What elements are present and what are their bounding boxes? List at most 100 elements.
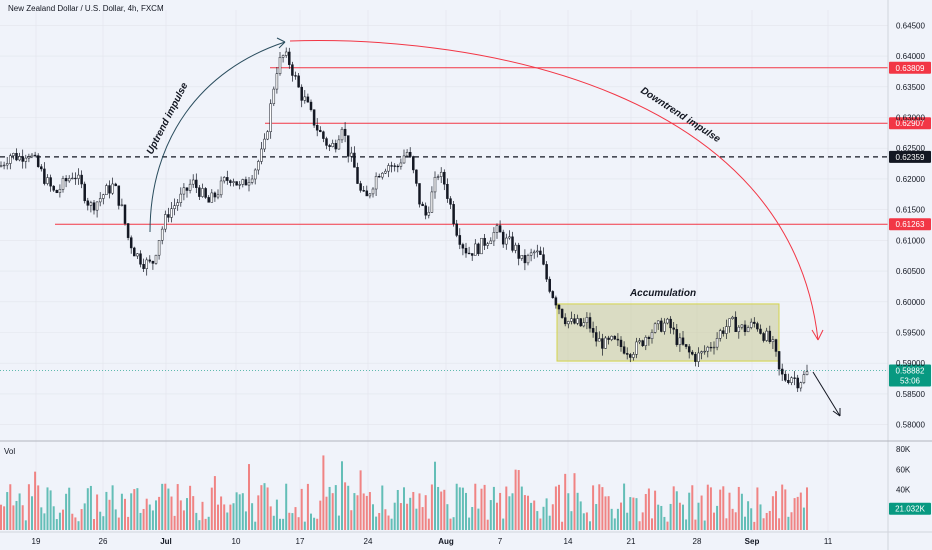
candle-body [297, 75, 300, 88]
candle-body [477, 243, 480, 255]
volume-bar [688, 492, 691, 530]
candle-body [771, 339, 775, 342]
volume-bar [616, 508, 619, 530]
volume-bar [781, 484, 784, 530]
volume-bar [328, 486, 331, 530]
volume-bar [204, 518, 207, 530]
candle-body [257, 161, 260, 171]
volume-bar [226, 512, 229, 530]
candle-body [43, 168, 46, 184]
candle-body [253, 169, 257, 180]
time-tick-label: Jul [160, 537, 172, 546]
candle-body [749, 321, 753, 328]
candle-body [204, 188, 207, 198]
price-tick-label: 0.63500 [896, 83, 925, 92]
candle-body [576, 318, 579, 324]
volume-bar [279, 518, 281, 530]
candle-body [207, 197, 210, 203]
candle-body [114, 183, 117, 187]
volume-bar [558, 484, 560, 530]
candle-body [0, 165, 3, 167]
volume-bar [669, 503, 672, 530]
candle-body [346, 135, 350, 157]
candle-body [384, 170, 387, 174]
candle-body [601, 338, 604, 349]
candle-body [139, 253, 142, 265]
uptrend-arrow[interactable] [149, 41, 286, 233]
volume-bar [37, 485, 40, 530]
trend-arrows[interactable] [149, 37, 841, 417]
volume-bar [601, 487, 604, 530]
volume-bar [440, 491, 443, 530]
candle-body [244, 179, 248, 186]
time-tick-label: 17 [296, 537, 305, 546]
volume-bar [139, 512, 142, 530]
candle-body [61, 178, 65, 190]
volume-bar [269, 506, 272, 530]
volume-bar [266, 487, 269, 530]
candle-body [160, 228, 164, 241]
volume-bar [232, 503, 235, 530]
volume-bar [697, 502, 700, 530]
candle-body [328, 145, 331, 147]
candle-body [656, 320, 660, 325]
candle-body [793, 377, 796, 379]
candle-body [619, 339, 623, 347]
volume-bar [520, 486, 523, 530]
volume-bar [164, 483, 167, 530]
volume-bar [641, 512, 644, 530]
candle-body [591, 328, 595, 333]
volume-bar [694, 519, 697, 530]
candle-body [24, 157, 28, 162]
candle-body [164, 214, 167, 230]
continuation-arrow[interactable] [812, 371, 841, 417]
candle-body [802, 374, 806, 383]
candle-body [179, 193, 183, 203]
volume-bar [325, 496, 328, 530]
volume-bar [124, 498, 126, 530]
volume-bar [40, 507, 43, 530]
volume-bar [576, 492, 579, 530]
volume-bar [80, 509, 83, 530]
volume-bar [303, 521, 306, 530]
candle-body [697, 352, 700, 362]
candle-body [92, 202, 96, 211]
candle-body [250, 178, 254, 183]
volume-bar [207, 516, 210, 530]
volume-bar [6, 492, 9, 530]
volume-bar [65, 493, 68, 530]
candle-body [219, 180, 223, 196]
volume-bar [223, 504, 226, 530]
candle-body [523, 255, 527, 264]
downtrend-arrow[interactable] [289, 40, 819, 341]
volume-bar [68, 487, 71, 530]
candle-body [687, 346, 691, 353]
candle-body [762, 333, 765, 341]
volume-bar [306, 483, 309, 530]
candle-body [489, 240, 493, 245]
volume-bar [297, 517, 300, 530]
volume-bar [158, 496, 161, 530]
volume-bar [173, 515, 176, 530]
volume-bar [713, 512, 715, 530]
volume-bar [421, 507, 424, 530]
candle-body [12, 153, 15, 156]
volume-bar [46, 487, 49, 530]
volume-bar [136, 488, 139, 530]
current-price-tag [889, 364, 931, 387]
candle-body [753, 321, 756, 324]
volume-bar [802, 507, 805, 530]
volume-bar [133, 489, 136, 530]
candle-body [319, 129, 322, 133]
candle-body [157, 240, 161, 256]
price-tick-label: 0.64000 [896, 52, 925, 61]
candle-body [405, 152, 409, 157]
candle-body [241, 179, 245, 185]
volume-bar [542, 506, 545, 530]
candle-body [464, 247, 468, 254]
time-tick-label: 14 [564, 537, 573, 546]
candle-body [501, 231, 505, 245]
volume-tick-label: 60K [896, 465, 911, 474]
